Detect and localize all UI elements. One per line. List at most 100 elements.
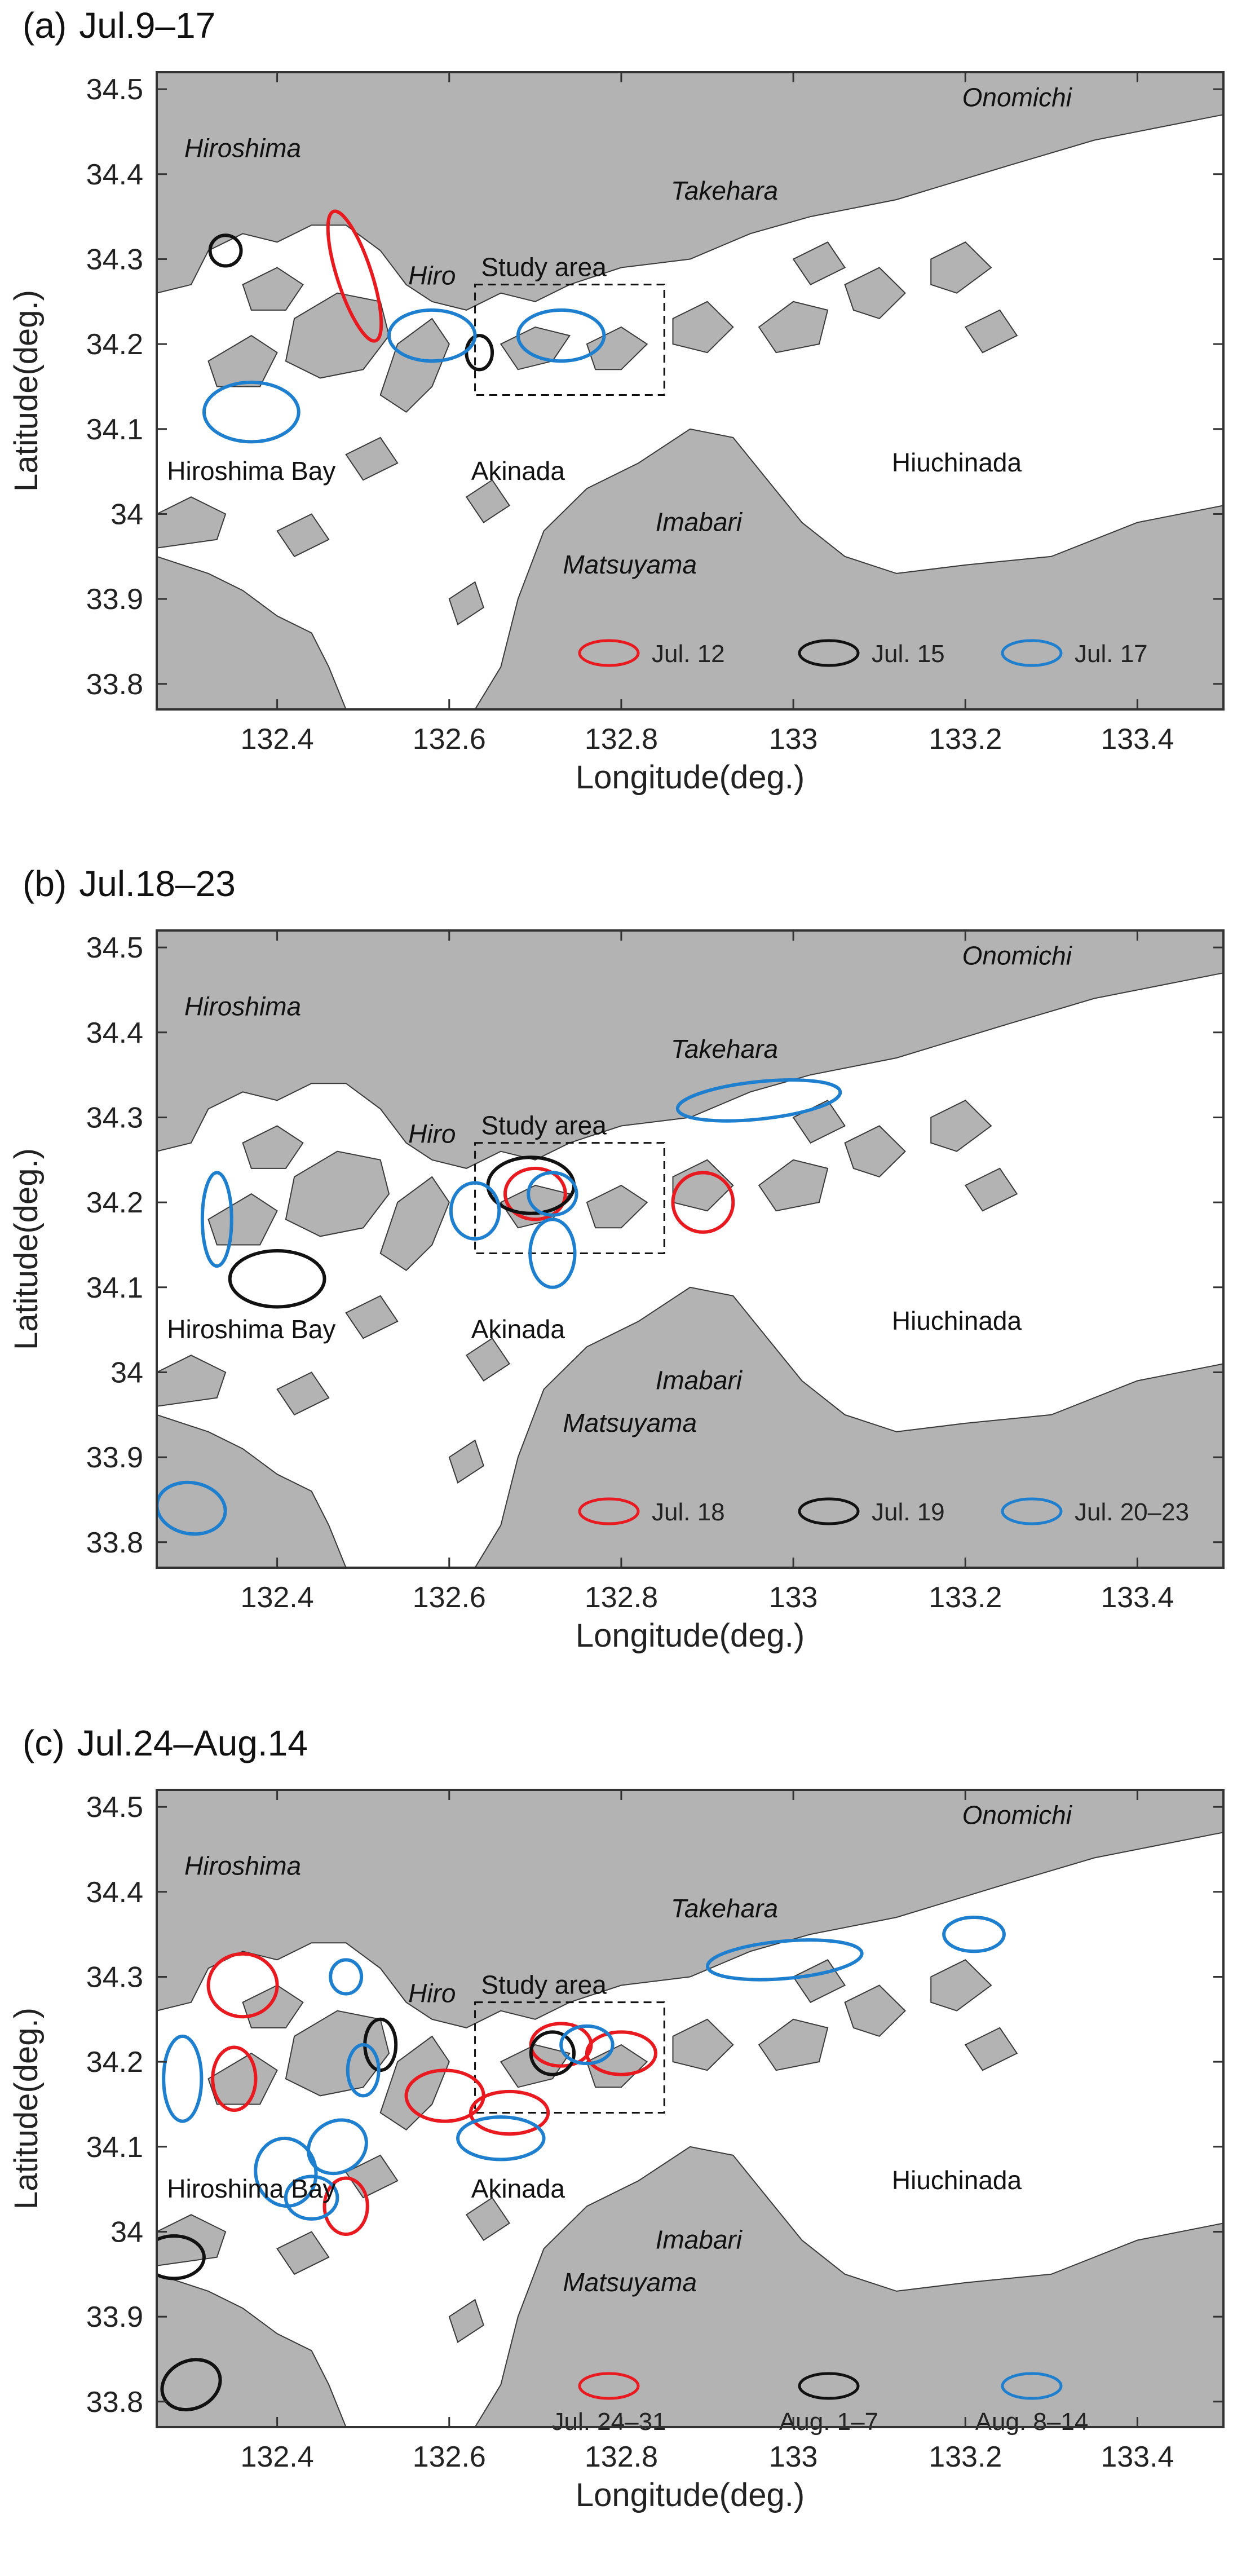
land-mass — [157, 930, 1223, 1169]
legend-swatch — [1001, 2372, 1063, 2400]
island — [964, 309, 1018, 354]
island — [672, 2018, 734, 2071]
place-label: Imabari — [656, 508, 743, 537]
observation-ellipse — [208, 233, 243, 268]
y-tick-label: 33.9 — [86, 583, 143, 616]
y-axis-label: Latitude(deg.) — [8, 290, 45, 492]
place-label: Hiuchinada — [892, 448, 1022, 477]
place-label: Hiroshima — [184, 992, 301, 1021]
x-tick-label: 133 — [769, 2441, 818, 2473]
x-tick-label: 132.4 — [241, 2441, 314, 2473]
legend-swatch — [798, 2372, 860, 2400]
y-tick-label: 34.2 — [86, 2046, 143, 2079]
legend-label: Jul. 19 — [872, 1498, 945, 1526]
x-tick-label: 132.8 — [585, 723, 658, 756]
place-label: Matsuyama — [563, 550, 697, 579]
island — [207, 334, 278, 387]
study-area-box — [474, 284, 665, 396]
y-axis-label: Latitude(deg.) — [8, 1148, 45, 1350]
island — [758, 1159, 829, 1212]
land-mass — [474, 2146, 1223, 2427]
panel-label: (a) — [23, 5, 67, 46]
legend-label: Jul. 20–23 — [1075, 1498, 1189, 1526]
y-tick-label: 34 — [111, 498, 143, 531]
x-tick-label: 132.8 — [585, 1581, 658, 1614]
observation-ellipse — [322, 2176, 369, 2236]
island — [379, 1176, 450, 1271]
legend-label: Jul. 17 — [1075, 640, 1148, 668]
map-panel-b: (b) Jul.18–23 Hiroshima Hiro Takehara Onomic… — [0, 858, 1255, 1715]
island — [465, 1337, 510, 1382]
legend-label: Jul. 24–31 — [551, 2408, 666, 2436]
place-label: Takehara — [671, 1034, 778, 1064]
island — [276, 513, 330, 558]
x-tick-label: 132.4 — [241, 1581, 314, 1614]
place-label: Akinada — [471, 2174, 565, 2203]
land-mass — [157, 1790, 1223, 2028]
observation-ellipse — [527, 1171, 578, 1217]
place-label: Hiuchinada — [892, 2165, 1022, 2195]
land-mass — [474, 428, 1223, 709]
place-label: Akinada — [471, 456, 565, 486]
y-tick-label: 34.1 — [86, 413, 143, 446]
place-label: Takehara — [671, 1894, 778, 1923]
y-tick-label: 34.2 — [86, 328, 143, 361]
place-label: Imabari — [656, 1366, 743, 1395]
legend-swatch — [798, 1497, 860, 1525]
island — [964, 2027, 1018, 2071]
y-tick-label: 34.4 — [86, 1876, 143, 1909]
island — [379, 317, 450, 413]
place-label: Onomichi — [962, 82, 1073, 112]
observation-ellipse — [160, 2358, 222, 2412]
x-tick-label: 132.6 — [413, 723, 486, 756]
legend-label: Aug. 8–14 — [975, 2408, 1089, 2436]
legend-swatch — [578, 2372, 640, 2400]
place-label: Hiroshima — [184, 134, 301, 163]
observation-ellipse — [516, 308, 606, 363]
x-tick-label: 133.4 — [1101, 1581, 1174, 1614]
map-figure: Hiroshima Hiro Takehara Onomichi Study area H… — [8, 71, 1225, 796]
island — [448, 2299, 484, 2343]
place-label: Hiro — [408, 1979, 456, 2008]
observation-ellipse — [211, 2045, 258, 2112]
island — [844, 1984, 906, 2037]
y-tick-label: 34.5 — [86, 73, 143, 106]
observation-ellipse — [529, 2030, 576, 2076]
place-label: Study area — [481, 253, 607, 282]
observation-ellipse — [469, 2089, 550, 2136]
island — [792, 241, 846, 285]
y-tick-label: 34 — [111, 2216, 143, 2248]
x-tick-label: 132.4 — [241, 723, 314, 756]
island — [964, 1167, 1018, 1212]
x-tick-label: 132.6 — [413, 1581, 486, 1614]
legend-swatch — [1001, 1497, 1063, 1525]
place-label: Imabari — [656, 2225, 743, 2255]
x-tick-label: 133 — [769, 1581, 818, 1614]
y-tick-label: 34.3 — [86, 243, 143, 276]
observation-ellipse — [503, 1166, 567, 1221]
y-tick-label: 33.9 — [86, 2301, 143, 2334]
land-mass — [157, 72, 1223, 311]
observation-ellipse — [206, 1952, 279, 2019]
island — [276, 1371, 330, 1416]
observation-ellipse — [456, 2115, 546, 2162]
land-layer — [157, 1790, 1223, 2427]
y-tick-label: 34.1 — [86, 2131, 143, 2164]
x-axis-label: Longitude(deg.) — [576, 759, 805, 796]
island — [345, 2154, 399, 2199]
island — [586, 326, 648, 370]
island — [448, 1439, 484, 1484]
land-layer — [157, 930, 1223, 1568]
observation-ellipse — [228, 1249, 326, 1309]
x-tick-label: 133.2 — [929, 2441, 1002, 2473]
land-mass — [157, 555, 347, 709]
island — [207, 2052, 278, 2105]
x-tick-label: 133 — [769, 723, 818, 756]
island — [672, 301, 734, 354]
island — [276, 2231, 330, 2275]
island — [242, 1125, 304, 1169]
island — [345, 1295, 399, 1339]
land-mass — [157, 496, 227, 549]
land-mass — [157, 2273, 347, 2427]
plot-frame — [156, 71, 1225, 711]
